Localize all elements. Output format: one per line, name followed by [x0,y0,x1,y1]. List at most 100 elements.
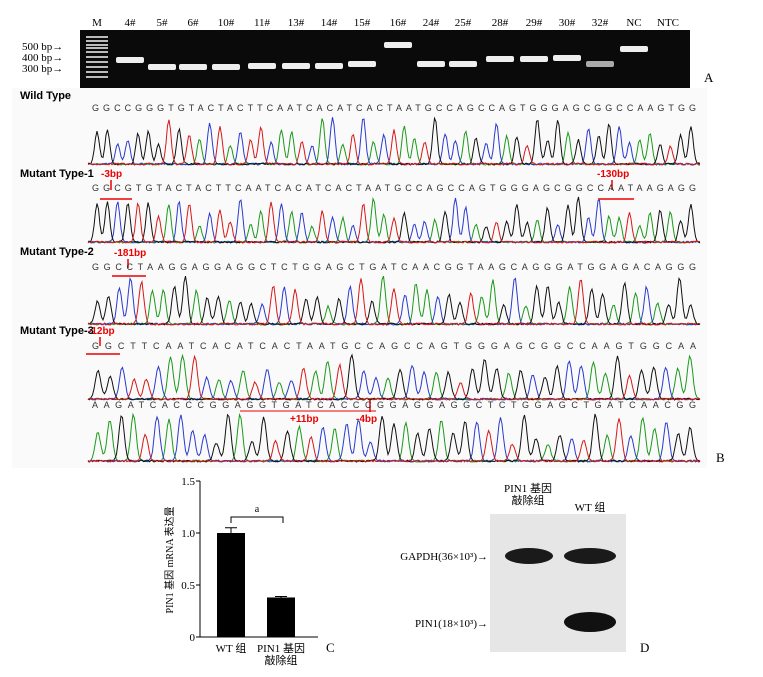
ladder-band [86,56,108,58]
ladder [86,36,108,78]
trace [87,278,701,326]
gel-band [553,55,581,61]
ladder-band [86,76,108,78]
sequence: AAGATCACCCGGAGGTGATCACCCGGAGGAGGCTCTGGAG… [92,400,696,410]
gel-band [520,56,548,62]
lane-label: 6# [188,17,200,29]
gel-band [348,61,376,67]
lane-label: 32# [592,17,609,29]
lane-label: 25# [455,17,472,29]
gel-band [116,57,144,63]
lane-label: M [92,17,102,29]
row-name: Mutant Type-2 [20,246,94,258]
column-label: WT 组 [575,500,606,514]
lane-label: 28# [492,17,509,29]
column-label: PIN1 基因敲除组 [504,482,552,507]
bar [217,533,245,637]
lane-label: 14# [321,17,338,29]
y-tick-label: 1.5 [181,476,195,488]
ladder-band [86,44,108,46]
lane-label: 13# [288,17,305,29]
trace [87,413,701,463]
gel-band [212,64,240,70]
gel-band [248,63,276,69]
panel-label: D [640,640,649,655]
lane-label: NTC [657,17,679,29]
trace [87,354,701,401]
annotation: -12bp [88,326,115,337]
annotation: +11bp [290,414,319,425]
lane-label: 11# [254,17,271,29]
gel-band [282,63,310,69]
trace [88,197,701,244]
lane-label: 16# [390,17,407,29]
trace [87,276,701,326]
annotations: -3bp -130bp -181bp -12bp +11bp -4bp [86,169,634,425]
gel-band [315,63,343,69]
blot-band [564,548,616,564]
blot [490,514,626,652]
bar [267,597,295,637]
gel-band [179,64,207,70]
size-marker: 400 bp→ [22,52,63,64]
lane-label: 4# [125,17,137,29]
sequence: GGCTTCAATCACATCACTAATGCCAGCCAGTGGGAGCGGC… [92,341,696,351]
y-tick-label: 1.0 [181,528,195,540]
gel [80,30,690,88]
y-tick-label: 0 [190,632,196,644]
trace [87,201,700,244]
row-name: Mutant Type-3 [20,325,94,337]
ladder-band [86,66,108,68]
gel-band [148,64,176,70]
x-tick-label: PIN1 基因敲除组 [257,642,305,667]
band-label: PIN1(18×10³)→ [415,618,488,630]
row-name: Mutant Type-1 [20,168,94,180]
y-axis-label: PIN1 基因 mRNA 表达量 [163,507,176,614]
error-bar [275,595,287,598]
error-bar [225,527,237,533]
lane-label: 15# [354,17,371,29]
bar-chart: PIN1 基因 mRNA 表达量 a C 0 0.5 1.0 1.5 WT 组 PIN1 … [163,476,335,667]
gel-band [620,46,648,52]
row-name: Wild Type [20,90,71,102]
panel-label: C [326,640,335,655]
trace [87,119,701,166]
annotation: -130bp [597,169,629,180]
size-marker: 500 bp→ [22,41,63,53]
blot-band [505,548,553,564]
annotation: -3bp [101,169,122,180]
significance-label: a [255,504,260,515]
x-tick-label: WT 组 [216,641,247,655]
ladder-band [86,36,108,38]
panel-label: A [704,70,714,85]
gel-band [417,61,445,67]
gel-band [586,61,614,67]
lane-label: 10# [218,17,235,29]
significance-bracket [230,516,284,523]
lane-label: 24# [423,17,440,29]
sequence: GGCGTGTACTACTTCAATCACATCACTAATGCCAGCCAGT… [92,183,696,193]
ladder-band [86,51,108,53]
lane-label: 30# [559,17,576,29]
trace [87,353,701,401]
ladder-band [86,71,108,73]
gel-band [449,61,477,67]
gel-band [384,42,412,48]
trace [87,418,701,463]
ladder-band [86,40,108,42]
ladder-band [86,61,108,63]
band-label: GAPDH(36×10³)→ [400,551,488,563]
y-tick-label: 0.5 [181,580,195,592]
blot-band [564,612,616,632]
lane-label: 5# [157,17,169,29]
trace [87,275,701,326]
trace [87,116,701,166]
annotation: -4bp [356,414,377,425]
lane-label: 29# [526,17,543,29]
sequence: GGCCTAAGGAGGAGGCTCTGGAGCTGATCAACGGTAAGCA… [92,262,696,272]
gel-band [486,56,514,62]
panel-label: B [716,450,725,465]
size-marker: 300 bp→ [22,63,63,75]
ladder-band [86,47,108,49]
